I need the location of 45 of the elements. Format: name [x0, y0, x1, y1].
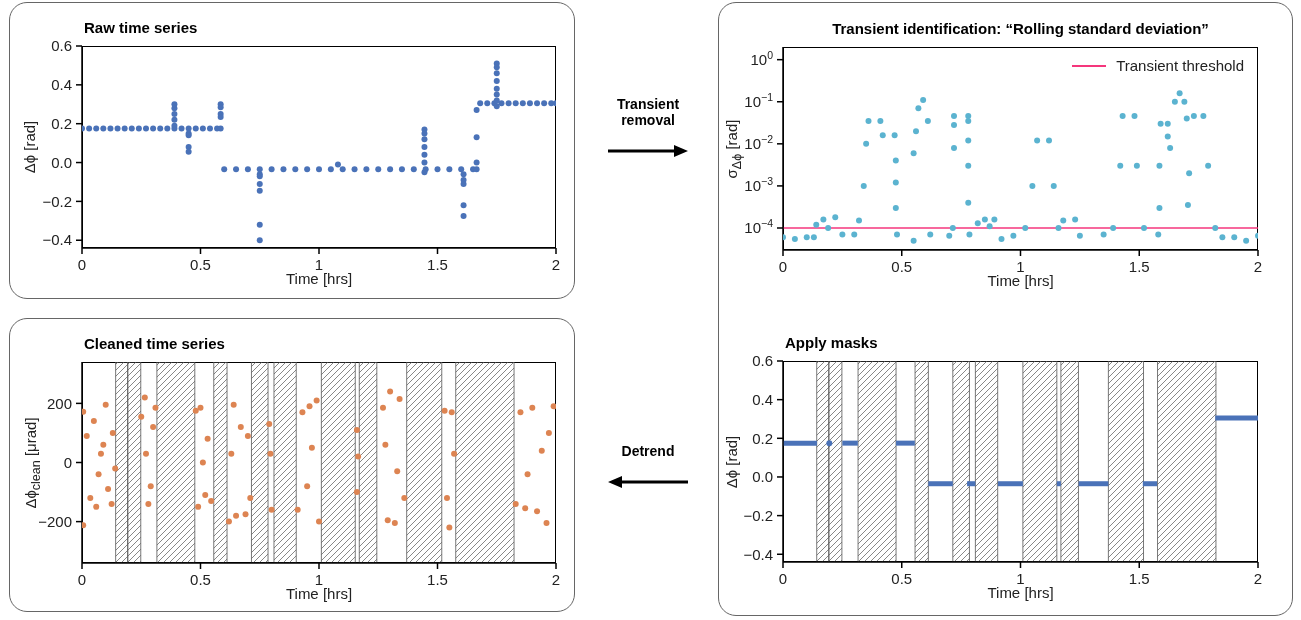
y-tick-label: 0.2 — [752, 429, 773, 447]
chart-title: Cleaned time series — [84, 335, 225, 352]
y-tick-label: 10$^{0}$ — [750, 48, 774, 68]
y-axis-title: Δϕ [rad] — [722, 434, 741, 490]
y-tick-label: 200 — [46, 394, 72, 412]
y-tick-label: −0.2 — [743, 506, 773, 524]
y-tick-label: −0.4 — [42, 231, 72, 249]
y-tick-label: 10$^{−4}$ — [744, 217, 774, 237]
y-tick-label: 0.4 — [752, 390, 773, 408]
x-tick-label: 2 — [1253, 258, 1263, 276]
y-tick-label: −0.2 — [42, 192, 72, 210]
y-tick-label: 0.6 — [752, 352, 773, 370]
chart-title: Raw time series — [84, 19, 198, 36]
x-tick-label: 0 — [77, 571, 87, 589]
x-tick-label: 0.5 — [891, 570, 913, 588]
y-axis-title: Δϕ [rad] — [21, 119, 39, 176]
x-tick-label: 1.5 — [1128, 570, 1150, 588]
x-tick-label: 0 — [778, 570, 788, 588]
x-tick-label: 0 — [778, 258, 788, 276]
y-tick-label: 0.0 — [752, 468, 773, 486]
x-tick-label: 0.5 — [190, 256, 211, 274]
x-tick-label: 2 — [1253, 570, 1263, 588]
text: Detrend — [620, 443, 676, 459]
y-tick-label: 0.4 — [51, 76, 72, 94]
x-tick-label: 0.5 — [891, 258, 913, 276]
y-tick-label: 10$^{−3}$ — [744, 175, 774, 195]
x-tick-label: 1.5 — [427, 571, 448, 589]
y-tick-label: −0.4 — [743, 545, 773, 563]
x-tick-label: 1.5 — [427, 256, 448, 274]
x-tick-label: 2 — [551, 571, 561, 589]
x-tick-label: 1.5 — [1128, 258, 1150, 276]
y-tick-label: 10$^{−1}$ — [744, 91, 774, 110]
x-tick-label: 0.5 — [190, 571, 211, 589]
x-tick-label: 0 — [77, 256, 87, 274]
text: Transient removal — [615, 96, 681, 128]
y-tick-label: −200 — [38, 512, 72, 530]
x-tick-label: 2 — [551, 256, 561, 274]
y-tick-label: 10$^{−2}$ — [744, 133, 774, 153]
y-tick-label: 0.6 — [51, 37, 72, 55]
legend-label: Transient threshold — [1116, 57, 1244, 74]
y-tick-label: 0.0 — [51, 153, 72, 171]
chart-title: Transient identification: “Rolling standard deviation” — [831, 20, 1210, 37]
y-tick-label: 0 — [63, 453, 72, 471]
y-tick-label: 0.2 — [51, 114, 72, 132]
chart-title: Apply masks — [785, 334, 878, 351]
